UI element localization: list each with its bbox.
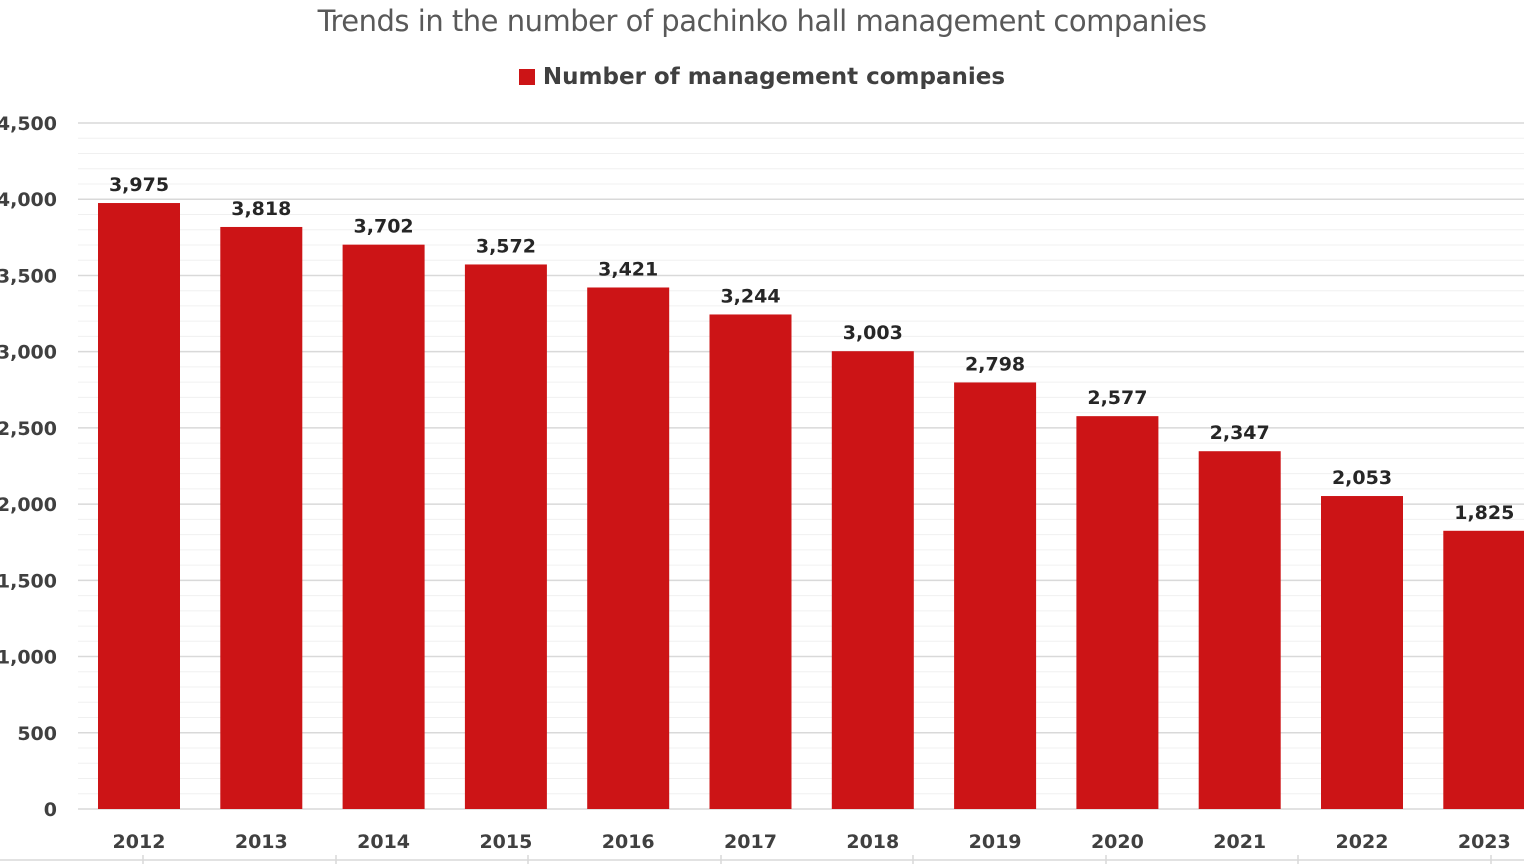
y-tick-label: 4,500 [0, 113, 57, 135]
bar [1198, 451, 1281, 809]
legend-label: Number of management companies [542, 64, 1006, 90]
data-label: 3,421 [598, 258, 658, 280]
bar [954, 382, 1037, 809]
y-tick-label: 3,000 [0, 342, 57, 364]
legend-swatch [518, 69, 535, 85]
chart-legend: Number of management companies [0, 64, 1524, 90]
bar [220, 226, 303, 810]
bar [342, 244, 425, 810]
bar [464, 264, 547, 809]
x-tick-label: 2020 [1091, 831, 1144, 853]
data-label: 3,572 [476, 235, 536, 257]
data-label: 3,975 [109, 174, 169, 196]
x-tick-label: 2019 [969, 831, 1022, 853]
y-tick-label: 1,500 [0, 570, 57, 592]
data-label: 3,702 [354, 216, 414, 238]
x-axis: 2012 2013 2014 2015 2016 2017 2018 2019 2020 2021… [0, 831, 1524, 864]
data-label: 2,798 [965, 353, 1025, 375]
x-tick-label: 2018 [846, 831, 899, 853]
bar [709, 314, 792, 809]
x-tick-label: 2014 [357, 831, 410, 853]
bar [98, 203, 180, 810]
x-tick-label: 2017 [724, 831, 777, 853]
bar [587, 287, 670, 809]
x-tick-label: 2015 [479, 831, 532, 853]
gridlines [78, 122, 1524, 810]
bar [831, 351, 914, 809]
y-tick-label: 1,000 [0, 647, 57, 669]
bars: 3,975 3,818 3,702 3,572 3,421 3,244 3,003 2,798… [98, 174, 1524, 810]
y-tick-label: 2,000 [0, 494, 57, 516]
bar [1321, 496, 1403, 809]
chart-title: Trends in the number of pachinko hall ma… [317, 4, 1207, 38]
y-tick-label: 500 [17, 723, 57, 745]
y-tick-label: 2,500 [0, 418, 57, 440]
x-tick-label: 2012 [113, 831, 166, 853]
data-label: 3,244 [720, 285, 780, 307]
x-tick-label: 2023 [1458, 831, 1511, 853]
y-tick-label: 3,500 [0, 265, 57, 287]
data-label: 2,347 [1210, 422, 1270, 444]
data-label: 2,577 [1087, 387, 1147, 409]
data-label: 3,818 [231, 198, 291, 220]
x-tick-label: 2021 [1213, 831, 1266, 853]
x-tick-label: 2022 [1336, 831, 1389, 853]
bar [1076, 416, 1159, 809]
bar [1443, 530, 1524, 809]
y-tick-label: 0 [44, 799, 57, 821]
data-label: 3,003 [843, 322, 903, 344]
x-tick-label: 2016 [602, 831, 655, 853]
y-tick-label: 4,000 [0, 189, 57, 211]
data-label: 1,825 [1454, 502, 1514, 524]
x-tick-label: 2013 [235, 831, 288, 853]
y-axis: 0 500 1,000 1,500 2,000 2,500 3,000 3,500 4,000 4… [0, 113, 57, 821]
data-label: 2,053 [1332, 467, 1392, 489]
